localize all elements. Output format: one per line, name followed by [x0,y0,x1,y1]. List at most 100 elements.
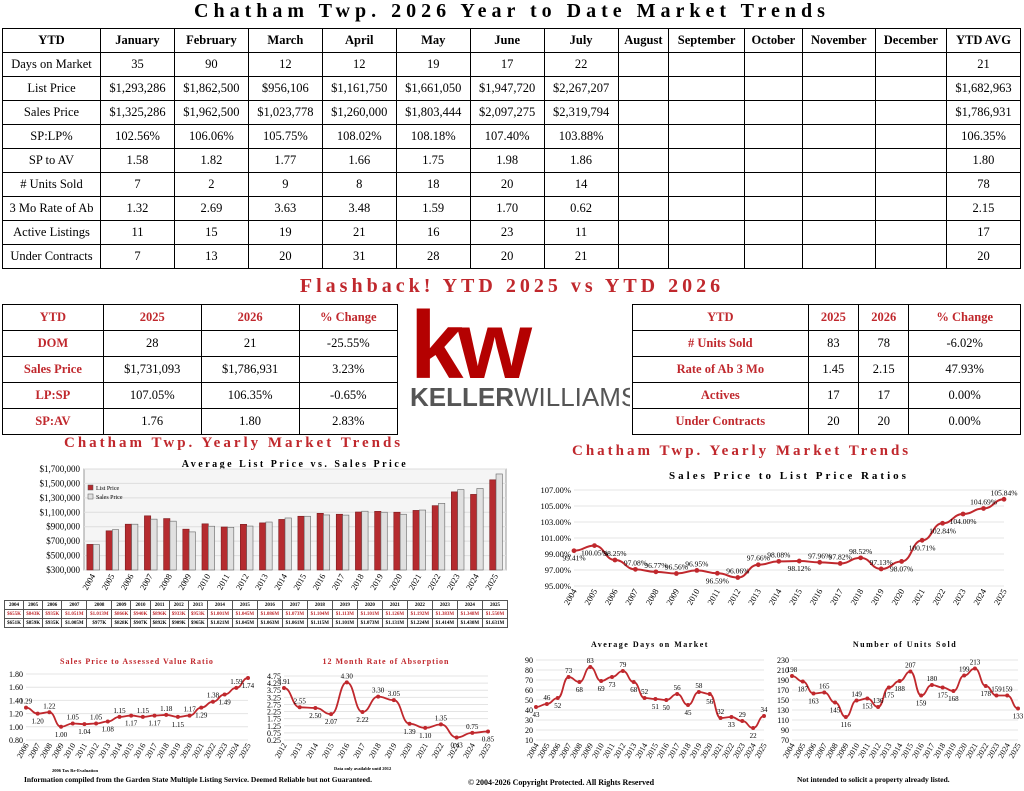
table-cell: 11 [100,220,175,245]
data-point [407,721,412,726]
table-cell: $1,786,931 [200,356,300,383]
ytd-column-header: March [247,28,323,53]
data-label: 97.82% [829,552,852,561]
y-tick-label: 3.75 [267,686,281,695]
data-label: 69 [598,685,606,693]
table-cell: 0.00% [908,382,1021,409]
data-point [994,693,999,698]
data-label: 83 [587,657,595,665]
data-label: 1.39 [403,728,416,736]
data-point [800,679,805,684]
table-cell: 1.75 [395,148,471,173]
table-cell [617,124,670,149]
data-point [981,506,986,511]
table-cell: 1.98 [469,148,545,173]
x-tick-label: 2024 [461,742,477,760]
logo-wordmark: KELLERWILLIAMS. [410,382,630,412]
table-cell: $896K [149,609,170,619]
table-cell: 103.88% [543,124,619,149]
x-tick-label: 2025 [237,742,253,760]
table-cell [801,148,876,173]
data-label: 96.56% [665,563,688,572]
row-label: SP:AV [2,408,104,435]
data-point [837,561,843,566]
legend-label: Sales Price [96,495,123,501]
data-label: 1.49 [219,698,232,706]
y-tick-label: 4.25 [267,679,281,688]
data-point [222,692,227,697]
table-row: $651K $859K $935K $1.005M $977K $828K $907K $89… [3,618,509,628]
x-tick-label: 2005 [99,572,116,592]
x-tick-label: 2024 [971,586,989,606]
ytd-column-header: September [668,28,745,53]
x-tick-label: 2014 [766,586,784,606]
series-line [535,666,765,729]
table-cell: $892K [149,618,170,628]
list-price-bar [240,524,247,571]
y-tick-label: 10 [525,736,533,745]
sales-price-bar [438,503,446,571]
table-cell [874,124,947,149]
x-tick-label: 2025 [483,572,500,592]
data-label: 97.96% [808,551,831,560]
data-label: 1.15 [137,707,150,715]
y-tick-label: 99.00% [545,549,571,559]
data-point [843,715,848,719]
table-cell: 1.77 [247,148,323,173]
table-cell [743,124,803,149]
x-tick-label: 2025 [477,742,493,760]
x-tick-label: 2011 [705,587,722,606]
data-label: 163 [808,698,819,706]
list-price-bar [278,519,286,571]
data-label: 1.29 [195,712,208,720]
data-label: 1.38 [207,692,220,700]
footer-source: Information compiled from the Garden Sta… [24,775,372,784]
y-tick-label: 4.75 [267,672,281,681]
table-cell: 17 [858,382,910,409]
table-cell: 0.62 [543,196,619,221]
table-cell: 2016 [256,600,283,610]
data-point [762,714,766,718]
data-label: 175 [937,692,948,700]
data-point [486,729,490,734]
data-point [983,684,988,688]
table-cell: 1.32 [100,196,175,221]
series-line [573,498,1005,579]
left-section-title: Chatham Twp. Yearly Market Trends [64,435,404,451]
table-cell: 105.75% [247,124,323,149]
sales-price-bar [227,526,235,571]
table-cell: $1.013M [86,609,113,619]
table-cell: 106.06% [173,124,249,149]
data-label: 1.74 [242,682,255,690]
data-label: 4.30 [341,672,354,680]
table-cell: 2009 [111,600,132,610]
data-point [729,715,734,719]
data-point [776,558,782,564]
table-cell [617,244,670,269]
table-cell: 16 [395,220,471,245]
data-point [876,705,881,709]
data-label: 1.35 [435,714,448,722]
data-point [707,692,712,696]
sales-price-bar [207,525,215,571]
data-point [329,712,334,717]
data-label: 1.20 [32,718,45,726]
table-cell: $1.063M [256,618,283,628]
table-cell: 108.02% [321,124,397,149]
data-label: 188 [894,685,905,693]
x-tick-label: 2018 [349,572,366,592]
list-price-bar [124,523,132,571]
data-label: 96.06% [726,567,749,576]
y-tick-label: 2.75 [267,700,281,709]
data-point [423,725,428,730]
x-tick-label: 2023 [445,572,462,592]
legend-swatch [87,493,94,500]
table-cell [743,196,803,221]
y-tick-label: 1.00 [9,723,23,732]
table-cell: 2015 [231,600,258,610]
table-row: Rate of Ab 3 Mo 1.45 2.15 47.93% [632,356,1021,383]
table-cell: $1.192M [406,609,433,619]
table-cell [874,76,947,101]
table-row: Under Contracts 20 20 0.00% [632,408,1021,435]
x-tick-label: 2010 [195,572,212,592]
